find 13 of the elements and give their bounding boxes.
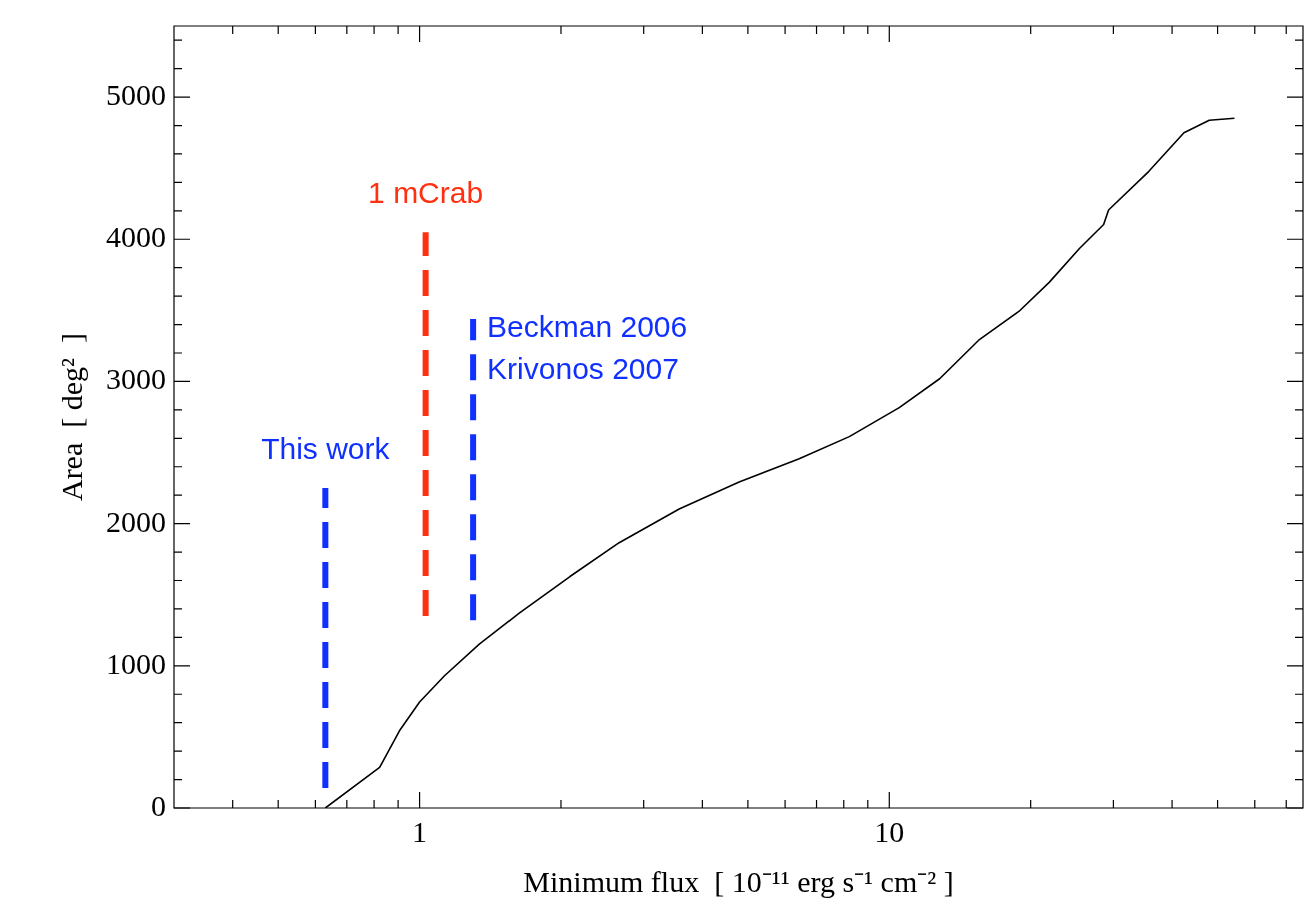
series-label: 1 mCrab — [368, 176, 484, 210]
y-tick-label: 0 — [151, 788, 166, 822]
x-tick-label: 1 — [412, 814, 428, 848]
x-axis-title: Minimum flux [ 10⁻¹¹ erg s⁻¹ cm⁻² ] — [523, 864, 954, 898]
y-tick-label: 4000 — [106, 220, 166, 254]
y-tick-label: 2000 — [106, 504, 166, 538]
y-tick-label: 5000 — [106, 77, 166, 111]
x-tick-label: 10 — [874, 814, 905, 848]
y-tick-label: 3000 — [106, 362, 166, 396]
series-label: Beckman 2006 Krivonos 2007 — [487, 310, 688, 386]
series-label: This work — [261, 432, 391, 466]
y-axis-title: Area [ deg² ] — [54, 332, 88, 502]
y-tick-label: 1000 — [106, 646, 166, 680]
